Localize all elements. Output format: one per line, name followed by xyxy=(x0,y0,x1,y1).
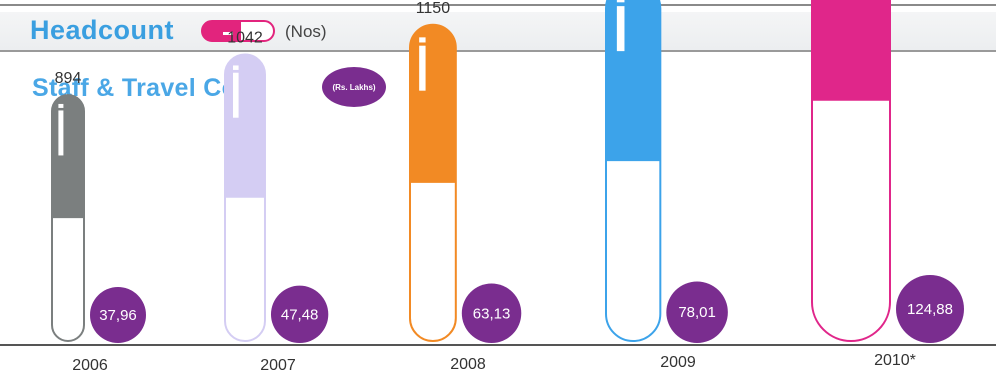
headcount-capsule-2006 xyxy=(51,94,85,343)
cost-circle-2007 xyxy=(270,285,329,343)
cost-circle-2009 xyxy=(666,281,728,343)
headcount-unit: (Nos) xyxy=(285,22,327,41)
chart-labels: 89437,962006104247,482007115063,13200813… xyxy=(55,0,953,374)
capsule-highlight-dot xyxy=(616,0,625,3)
headcount-capsule-2008 xyxy=(409,23,457,342)
capsule-highlight-bar xyxy=(232,72,239,118)
cost-circle-2010 xyxy=(896,275,964,343)
headcount-capsule-2009 xyxy=(605,0,662,342)
capsule-fill xyxy=(52,95,84,219)
headcount-value-label: 1150 xyxy=(416,0,451,17)
headcount-legend-title: Headcount xyxy=(30,15,175,45)
cost-value-label: 63,13 xyxy=(473,305,511,322)
capsule-highlight-bar xyxy=(58,110,64,156)
x-tick-label: 2007 xyxy=(260,357,296,374)
cost-circle-2006 xyxy=(90,287,146,343)
cost-circle-2008 xyxy=(461,283,522,343)
capsule-highlight-dot xyxy=(232,65,239,70)
top-rule xyxy=(0,4,996,6)
x-tick-label: 2010* xyxy=(874,352,916,369)
capsule-highlight-dot xyxy=(419,37,426,43)
capsule-highlight-bar xyxy=(616,6,625,52)
cost-value-label: 37,96 xyxy=(99,307,137,324)
headcount-value-label: 1042 xyxy=(227,29,263,46)
capsule-highlight-bar xyxy=(419,45,426,91)
capsule-fill xyxy=(410,24,456,183)
capsule-fill xyxy=(202,21,241,41)
cost-value-label: 124,88 xyxy=(907,301,953,318)
capsule-fill xyxy=(606,0,661,162)
x-tick-label: 2006 xyxy=(72,357,108,374)
capsule-fill xyxy=(225,54,265,198)
headcount-value-label: 894 xyxy=(55,70,82,87)
x-tick-label: 2009 xyxy=(660,354,696,371)
headcount-capsule-2010 xyxy=(811,0,891,342)
capsule-highlight-dot xyxy=(58,103,64,108)
x-tick-label: 2008 xyxy=(450,356,486,373)
capsule-highlight xyxy=(223,32,233,35)
cost-value-label: 47,48 xyxy=(281,306,319,323)
capsule-fill xyxy=(812,0,890,101)
headcount-capsule-icon xyxy=(201,20,275,42)
cost-value-label: 78,01 xyxy=(678,304,716,321)
headcount-capsule-2007 xyxy=(224,53,266,342)
headcount-capsules xyxy=(51,0,891,343)
cost-circles xyxy=(90,275,964,343)
cost-unit-badge: (Rs. Lakhs) xyxy=(322,67,386,107)
